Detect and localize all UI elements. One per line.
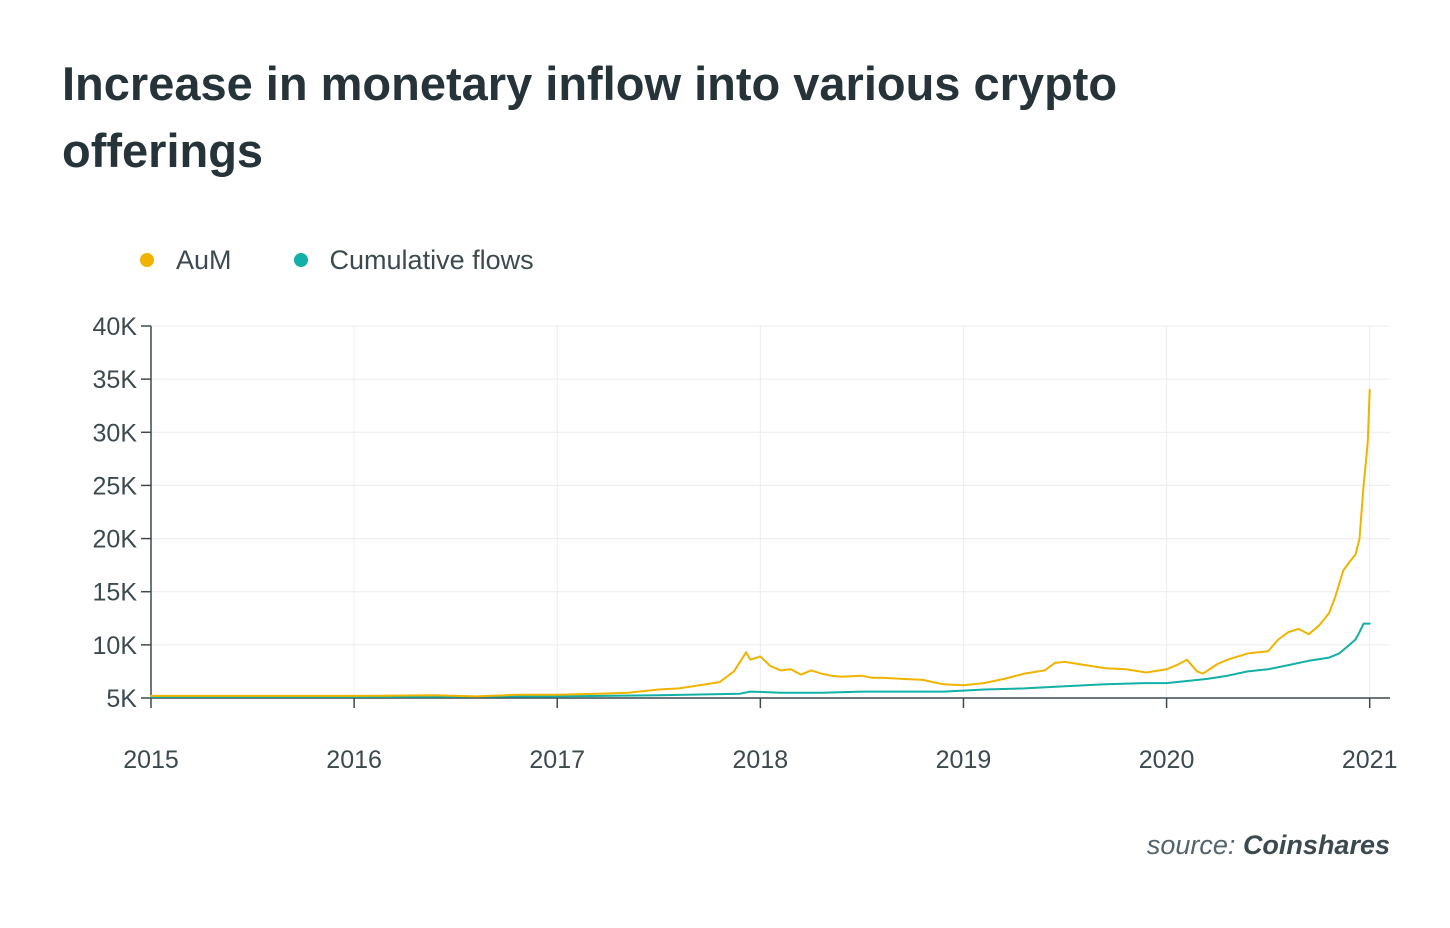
legend-dot-cumulative-flows xyxy=(293,253,308,267)
y-tick-label: 40K xyxy=(93,313,138,341)
source-name: Coinshares xyxy=(1242,830,1390,860)
y-tick-label: 10K xyxy=(93,632,138,660)
x-tick-label: 2017 xyxy=(529,746,585,774)
x-tick-label: 2020 xyxy=(1139,746,1195,774)
legend-label-cumulative-flows: Cumulative flows xyxy=(329,244,534,275)
series-line-flows xyxy=(150,622,1371,698)
x-tick-label: 2015 xyxy=(123,746,179,774)
y-tick-label: 30K xyxy=(93,419,138,447)
source-prefix: source: xyxy=(1146,830,1236,860)
chart-axes: 5K 10K 15K 20K 25K 30K 35K 40K 2015 2016 2017 2018 2… xyxy=(93,313,1398,774)
chart-title: Increase in monetary inflow into various… xyxy=(62,57,1118,177)
x-tick-label: 2021 xyxy=(1342,746,1398,774)
legend-label-aum: AuM xyxy=(176,244,232,275)
y-tick-label: 5K xyxy=(106,685,137,713)
chart-grid xyxy=(151,325,1390,698)
y-tick-label: 20K xyxy=(93,526,138,554)
x-tick-label: 2019 xyxy=(936,746,992,774)
y-tick-label: 15K xyxy=(93,579,138,607)
chart-series xyxy=(150,388,1371,698)
series-line-aum xyxy=(150,388,1371,698)
chart-legend: AuM Cumulative flows xyxy=(140,240,596,280)
legend-item-cumulative-flows[interactable]: Cumulative flows xyxy=(293,244,534,276)
source-note: source: Coinshares xyxy=(1147,830,1390,861)
legend-item-aum[interactable]: AuM xyxy=(140,245,232,276)
x-tick-label: 2016 xyxy=(326,746,382,774)
y-tick-label: 35K xyxy=(93,366,138,394)
legend-dot-aum xyxy=(140,253,154,267)
x-tick-label: 2018 xyxy=(733,746,789,774)
y-tick-label: 25K xyxy=(93,472,138,500)
